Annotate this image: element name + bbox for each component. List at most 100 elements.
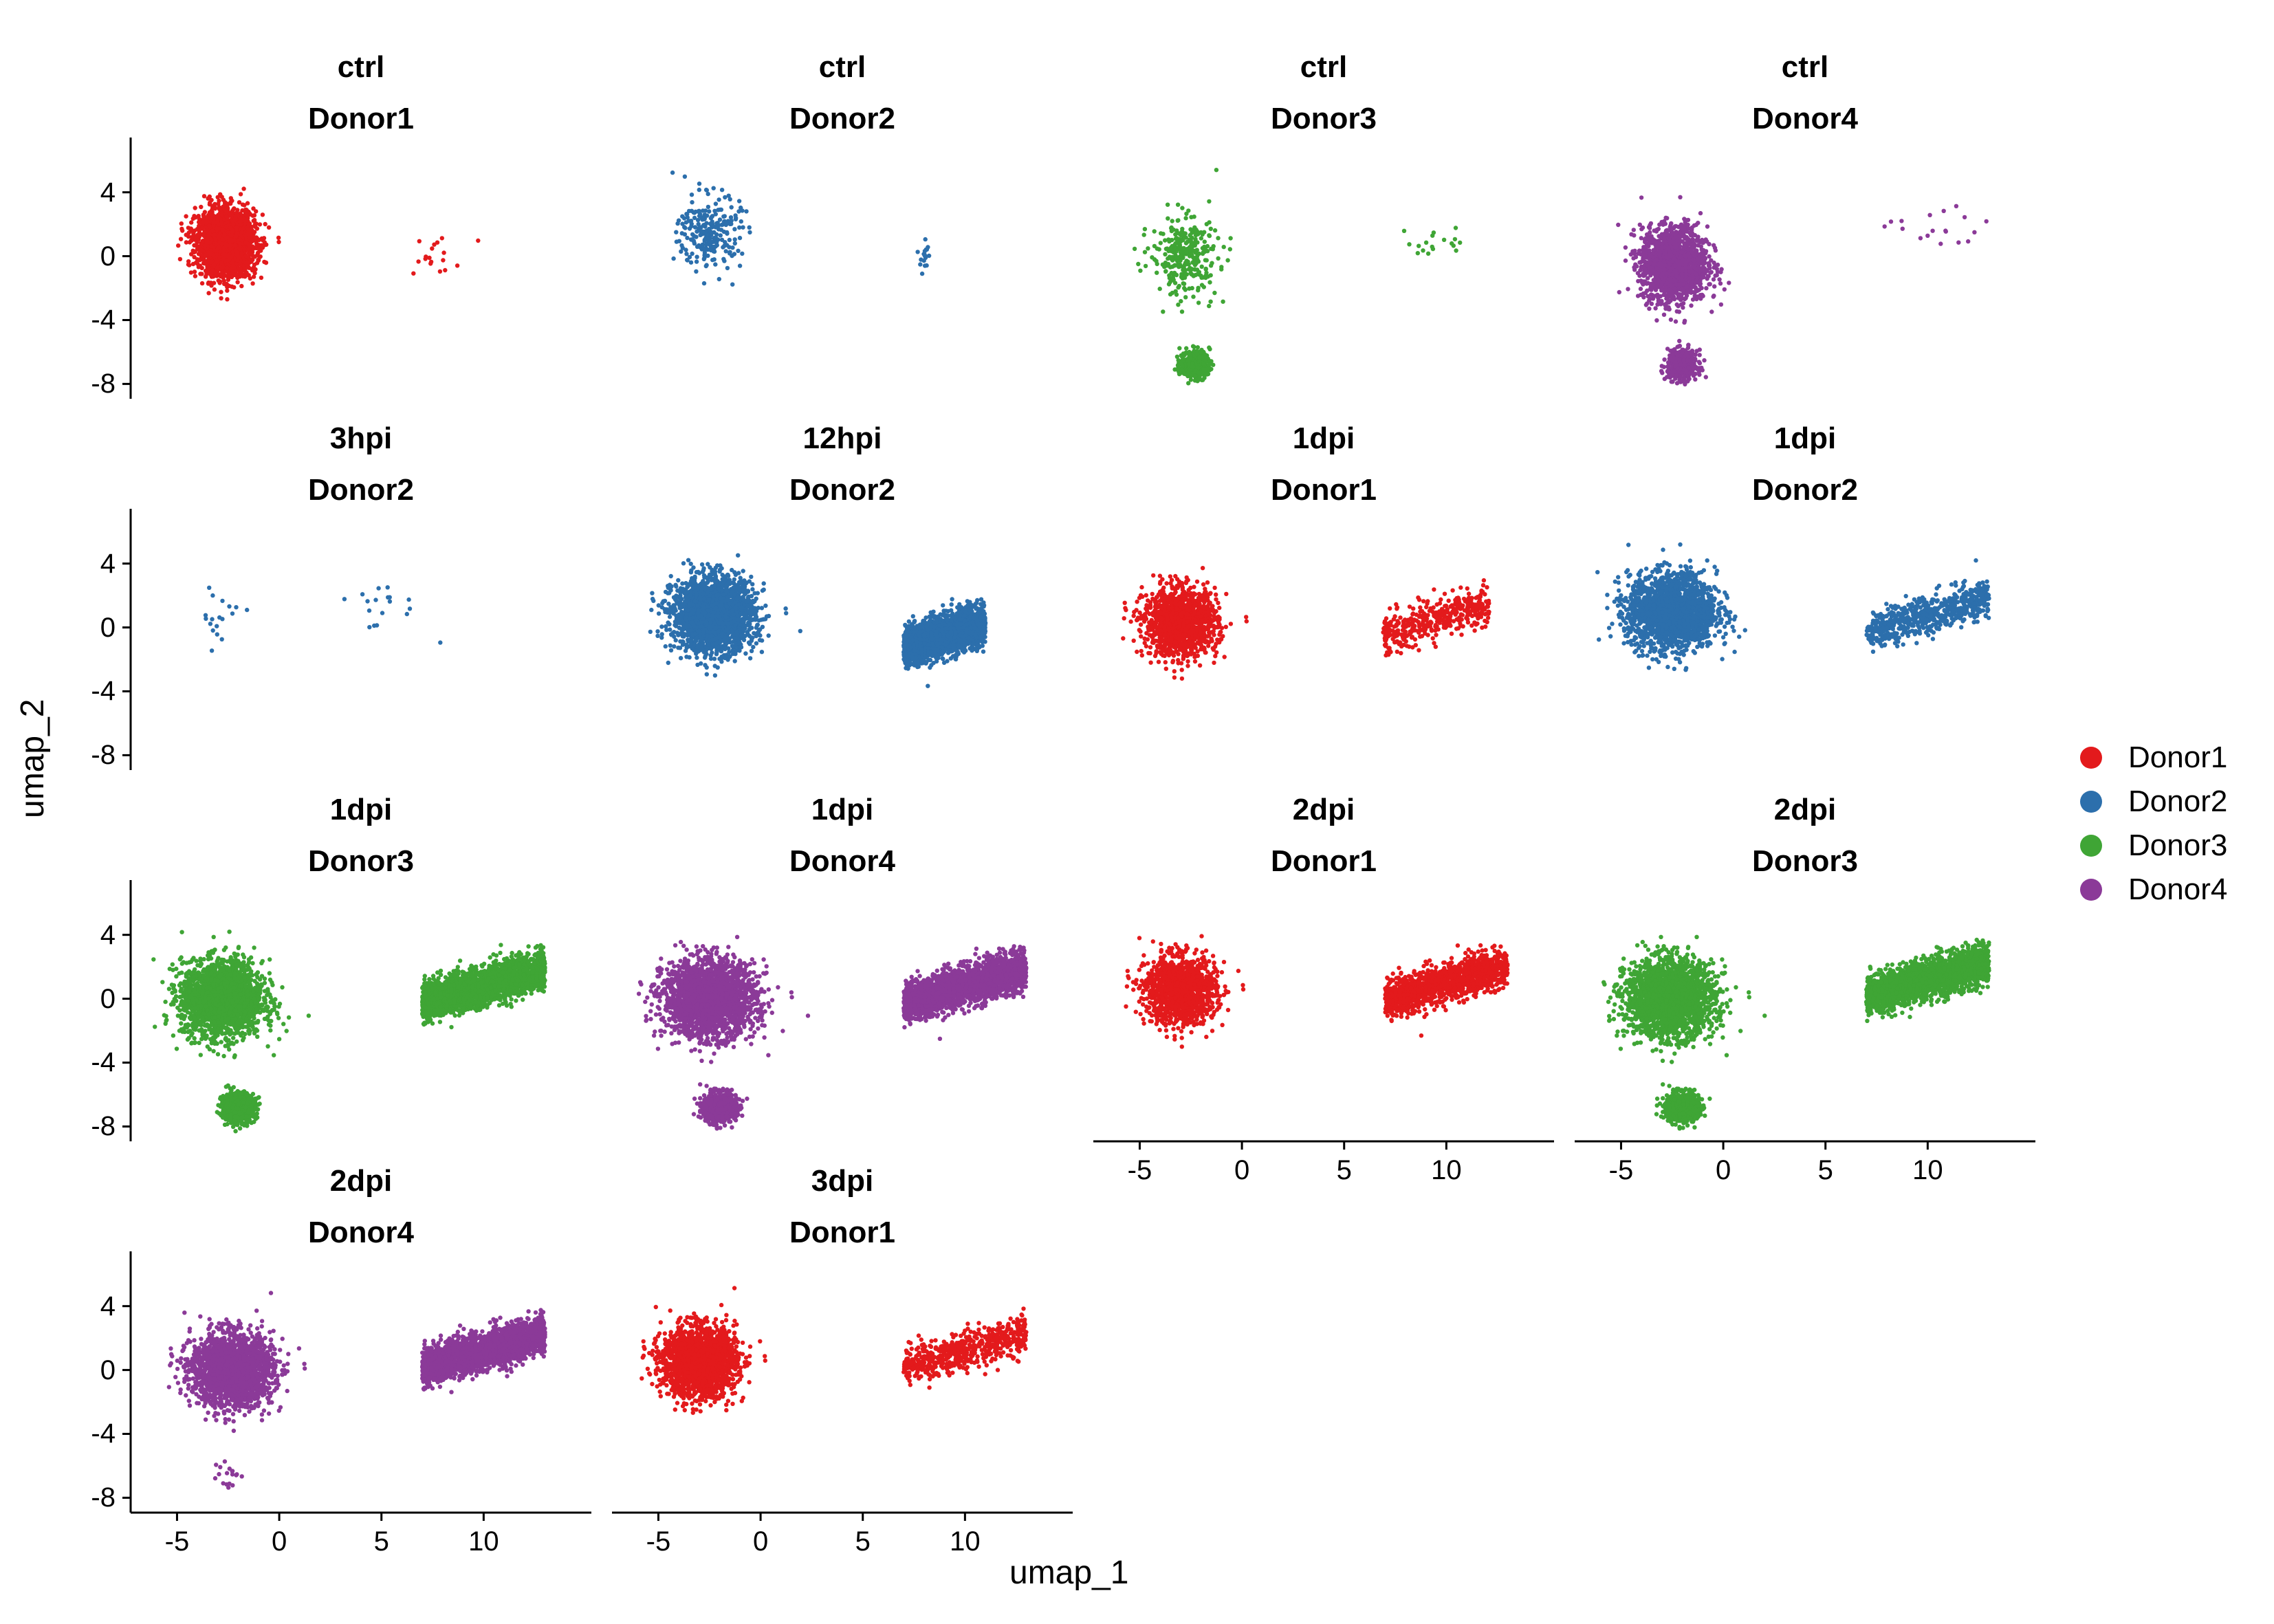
scatter-point [695,259,699,263]
scatter-point [202,194,206,198]
scatter-point [237,220,241,224]
scatter-point [198,272,202,276]
scatter-point [1186,208,1190,212]
scatter-point [1715,273,1719,277]
scatter-point [1169,226,1173,230]
scatter-point [435,241,439,245]
scatter-point [680,221,684,226]
scatter-point [1645,232,1649,237]
scatter-point [923,263,927,267]
scatter-point [440,236,444,240]
scatter-point [1682,362,1686,366]
scatter-point [720,238,724,242]
scatter-point [243,212,248,217]
scatter-point [252,230,256,234]
scatter-point [228,243,232,248]
scatter-point [706,205,710,209]
scatter-point [1677,339,1681,343]
scatter-point [1184,241,1188,245]
scatter-point [1691,297,1695,301]
scatter-point [1200,283,1204,287]
scatter-point [224,215,228,219]
scatter-point [1665,281,1669,285]
scatter-point [719,233,723,237]
scatter-point [1660,364,1664,368]
scatter-point [251,254,255,258]
scatter-point [230,275,234,279]
scatter-point [1719,303,1723,307]
scatter-point [1407,242,1411,246]
scatter-point [703,232,707,236]
scatter-point [276,240,281,244]
facet-panel [670,171,931,287]
scatter-point [1212,291,1216,295]
scatter-point [1143,250,1147,254]
scatter-point [1701,262,1705,266]
scatter-point [1679,362,1683,366]
scatter-point [186,263,190,267]
scatter-point [193,270,197,274]
scatter-point [1183,261,1188,265]
scatter-point [206,252,210,256]
scatter-point [1207,280,1212,284]
scatter-points [176,186,481,301]
scatter-point [1424,241,1428,245]
scatter-point [251,206,255,210]
scatter-point [1166,203,1170,207]
scatter-point [179,237,183,241]
scatter-point [261,245,265,250]
scatter-point [1662,237,1666,241]
scatter-point [1712,294,1716,298]
scatter-point [1681,288,1685,292]
scatter-point [212,281,216,285]
scatter-point [1631,256,1635,260]
scatter-point [734,216,738,220]
scatter-point [198,263,202,267]
scatter-point [230,285,234,289]
scatter-point [1925,234,1929,238]
scatter-point [701,223,706,227]
scatter-point [730,283,734,287]
scatter-point [747,230,752,234]
scatter-point [685,258,689,262]
scatter-point [242,247,246,251]
scatter-point [1180,206,1184,210]
scatter-point [1712,265,1716,270]
scatter-point [922,259,926,263]
scatter-point [1186,381,1190,385]
scatter-point [1176,303,1180,307]
scatter-point [693,225,697,229]
scatter-point [217,222,221,226]
scatter-point [1661,271,1665,275]
scatter-point [1673,360,1677,364]
scatter-point [1704,286,1708,290]
scatter-point [1942,209,1946,213]
scatter-point [736,249,740,253]
scatter-point [1662,259,1666,263]
scatter-point [209,244,213,248]
scatter-point [220,617,224,621]
scatter-point [441,250,446,254]
scatter-points [1616,195,1989,387]
scatter-point [1207,345,1211,349]
scatter-point [250,267,254,271]
scatter-point [204,274,208,278]
scatter-point [1417,244,1421,248]
scatter-point [220,195,224,199]
scatter-point [226,206,230,210]
scatter-point [184,214,188,218]
scatter-point [1694,273,1698,277]
scatter-point [252,263,256,267]
scatter-point [210,228,215,232]
scatter-point [1704,249,1708,253]
scatter-point [1664,242,1668,246]
scatter-point [1938,241,1943,245]
scatter-point [920,272,924,276]
scatter-point [239,284,243,288]
scatter-point [1170,219,1174,223]
scatter-point [1889,219,1893,223]
scatter-point [674,230,678,234]
scatter-point [709,216,713,220]
scatter-point [1442,238,1446,242]
scatter-point [1192,349,1196,353]
